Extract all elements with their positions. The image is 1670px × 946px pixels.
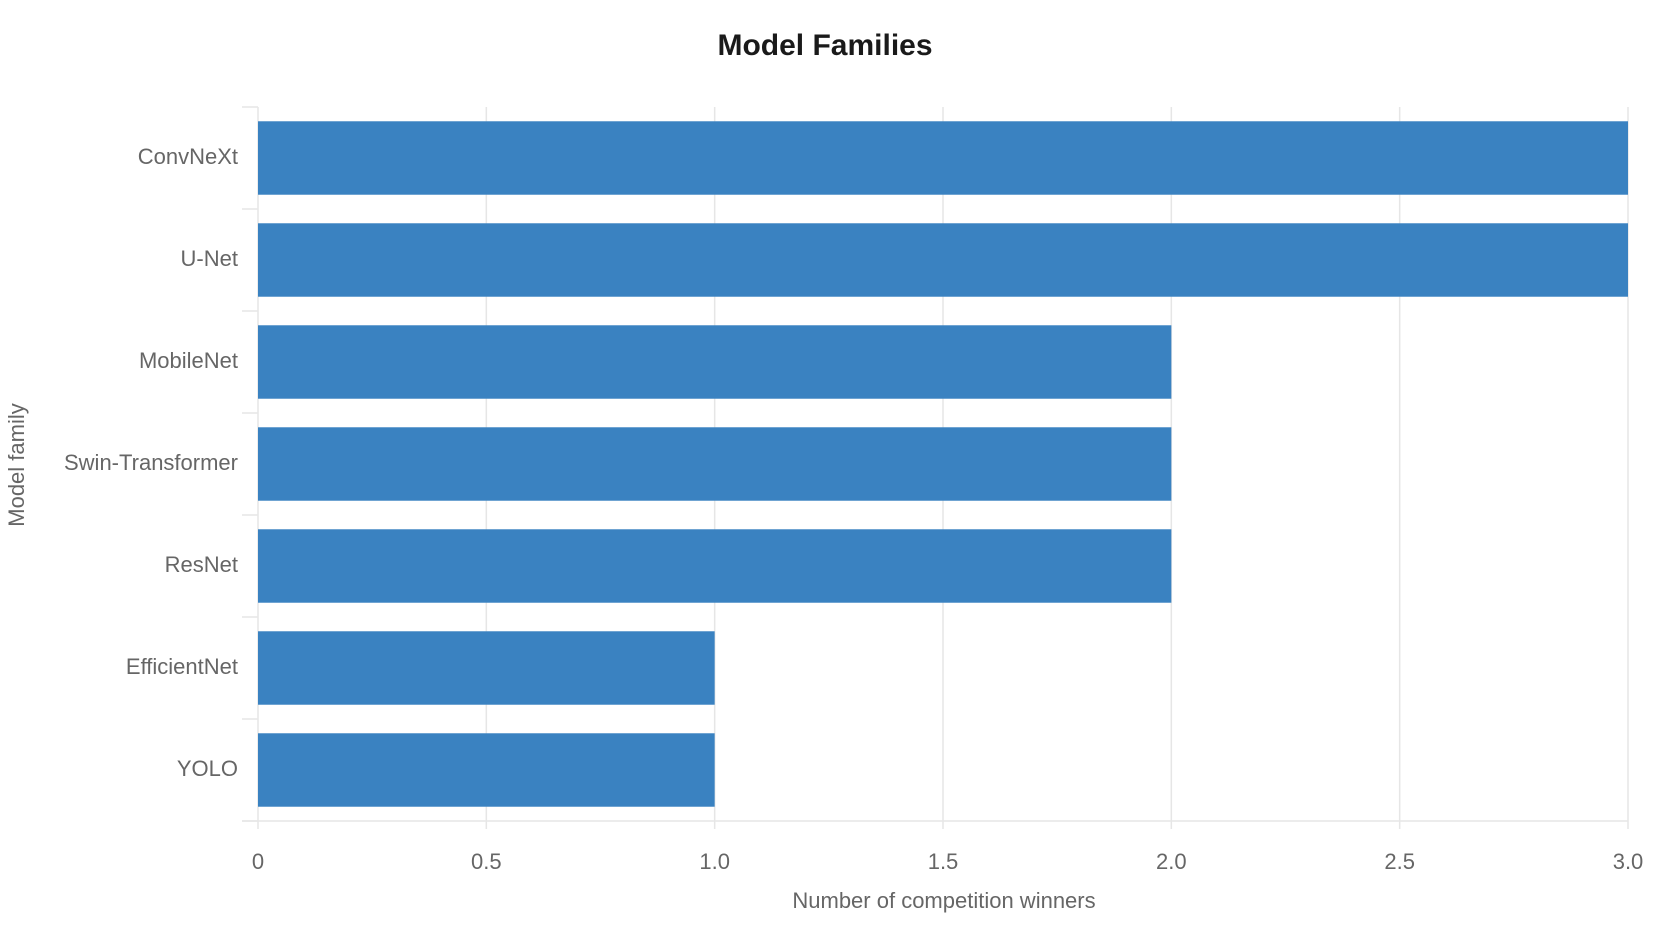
x-tick-label: 2.0: [1156, 849, 1187, 874]
bar-yolo: [258, 733, 715, 807]
y-tick-label: Swin-Transformer: [64, 450, 238, 475]
bar-efficientnet: [258, 631, 715, 705]
y-axis-tick-labels: ConvNeXt U-Net MobileNet Swin-Transformer Re…: [64, 144, 238, 781]
y-tick-label: EfficientNet: [126, 654, 238, 679]
bar-mobilenet: [258, 325, 1172, 399]
x-tick-label: 1.0: [699, 849, 730, 874]
y-tick-label: YOLO: [177, 756, 238, 781]
x-tick-label: 3.0: [1613, 849, 1644, 874]
chart-title: Model Families: [717, 29, 932, 62]
x-tick-label: 2.5: [1384, 849, 1415, 874]
x-axis-title: Number of competition winners: [792, 888, 1095, 913]
x-tick-label: 0.5: [471, 849, 502, 874]
y-tick-label: ConvNeXt: [138, 144, 238, 169]
bar-swin-transformer: [258, 427, 1172, 501]
bar-u-net: [258, 223, 1628, 297]
x-tick-label: 1.5: [928, 849, 959, 874]
y-tick-label: U-Net: [181, 246, 238, 271]
x-axis-tick-labels: 0 0.5 1.0 1.5 2.0 2.5 3.0: [252, 849, 1643, 874]
x-tick-label: 0: [252, 849, 264, 874]
y-tick-label: ResNet: [165, 552, 238, 577]
bars: [258, 121, 1628, 807]
y-tick-label: MobileNet: [139, 348, 238, 373]
bar-convnext: [258, 121, 1628, 195]
bar-resnet: [258, 529, 1172, 603]
y-axis-title: Model family: [4, 403, 29, 526]
